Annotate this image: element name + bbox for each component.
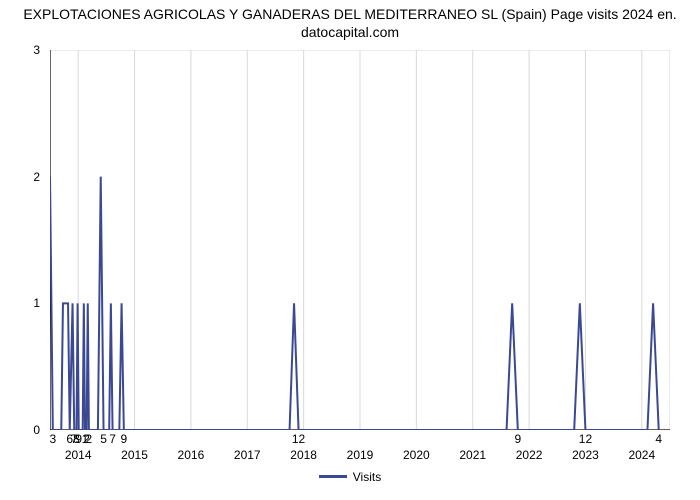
value-label: 12: [579, 432, 592, 446]
value-label: 3: [49, 432, 56, 446]
x-tick-label: 2014: [65, 448, 92, 462]
x-tick-label: 2021: [459, 448, 486, 462]
value-label: 12: [292, 432, 305, 446]
x-tick-label: 2019: [347, 448, 374, 462]
x-tick-label: 2024: [628, 448, 655, 462]
y-tick-label: 0: [0, 423, 40, 437]
chart-title: EXPLOTACIONES AGRICOLAS Y GANADERAS DEL …: [0, 6, 700, 41]
x-tick-label: 2022: [516, 448, 543, 462]
chart-svg: [50, 50, 670, 430]
legend-item-visits: Visits: [319, 470, 381, 484]
value-label: 7: [109, 432, 116, 446]
value-label: 9: [514, 432, 521, 446]
legend-swatch-visits: [319, 475, 347, 478]
legend-label-visits: Visits: [353, 470, 381, 484]
value-label: 5: [100, 432, 107, 446]
x-tick-label: 2016: [178, 448, 205, 462]
x-tick-label: 2015: [121, 448, 148, 462]
x-tick-label: 2018: [290, 448, 317, 462]
y-tick-label: 3: [0, 43, 40, 57]
value-label: 2: [86, 432, 93, 446]
chart-title-line1: EXPLOTACIONES AGRICOLAS Y GANADERAS DEL …: [23, 6, 676, 22]
x-tick-label: 2020: [403, 448, 430, 462]
x-tick-label: 2017: [234, 448, 261, 462]
legend: Visits: [0, 465, 700, 484]
plot-area: [50, 50, 670, 430]
y-tick-label: 2: [0, 170, 40, 184]
chart-root: EXPLOTACIONES AGRICOLAS Y GANADERAS DEL …: [0, 0, 700, 500]
value-label: 4: [655, 432, 662, 446]
x-tick-label: 2023: [572, 448, 599, 462]
chart-title-line2: datocapital.com: [301, 24, 399, 40]
y-tick-label: 1: [0, 296, 40, 310]
value-label: 9: [120, 432, 127, 446]
